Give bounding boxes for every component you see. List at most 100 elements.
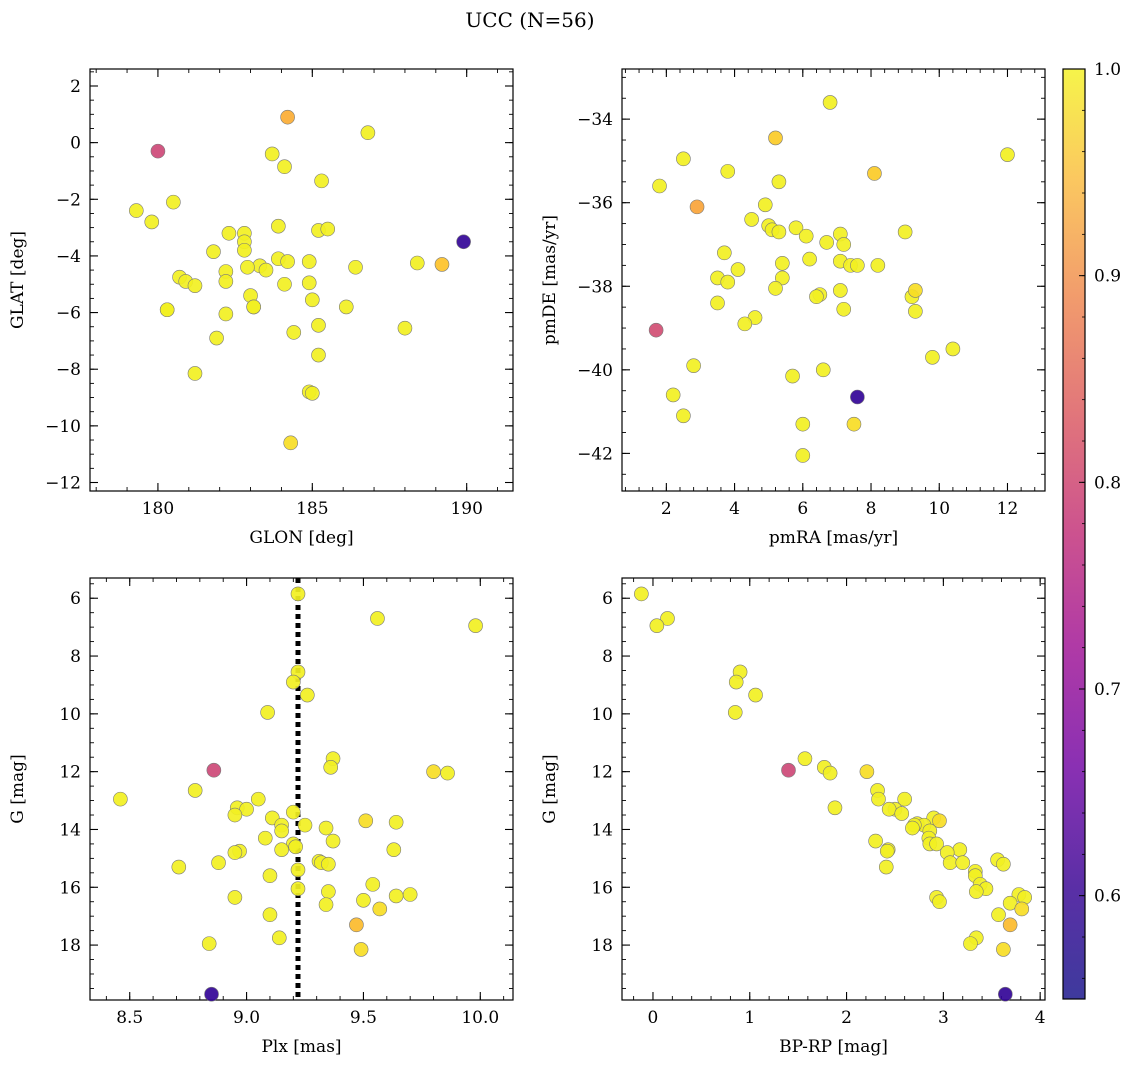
x-tick-label: 4 [729,499,740,519]
scatter-point [286,674,301,690]
x-tick-label: 180 [142,499,174,519]
scatter-point [827,800,843,816]
scatter-point [318,820,334,836]
scatter-point [468,618,483,633]
scatter-point [802,251,817,267]
scatter-point [797,751,813,766]
scatter-point [798,228,814,244]
scatter-point [129,203,144,218]
scatter-point [649,618,665,633]
scatter-point [274,823,289,839]
scatter-point [955,855,971,871]
scatter-point [771,224,787,240]
scatter-point [286,804,301,820]
scatter-point [932,894,947,910]
scatter-point [360,125,376,141]
scatter-point [942,855,958,871]
scatter-point [737,316,753,332]
scatter-point [311,318,326,333]
scatter-point [836,301,852,317]
scatter-point [349,917,364,933]
scatter-point [218,306,234,322]
scatter-point [836,237,852,252]
y-tick-label: −42 [577,444,613,464]
scatter-point [348,259,363,275]
scatter-point [819,235,834,250]
scatter-point [218,274,234,289]
scatter-point [187,278,203,293]
scatter-point [237,242,252,258]
scatter-point [720,274,736,290]
x-axis-label: Plx [mas] [261,1037,341,1057]
scatter-point [301,275,317,291]
scatter-point [144,214,160,230]
scatter-point [221,225,237,241]
y-tick-label: 16 [59,878,81,898]
scatter-point [370,611,385,626]
scatter-point [788,220,804,236]
scatter-point [996,856,1011,872]
y-tick-label: −8 [56,360,81,380]
x-tick-label: 9.0 [233,1008,260,1028]
scatter-point [311,347,326,363]
y-tick-label: −12 [45,474,81,494]
scatter-point [634,586,649,602]
scatter-point [859,764,875,779]
y-tick-label: 6 [70,589,81,609]
y-tick-label: 0 [70,134,81,154]
scatter-point [150,143,166,159]
scatter-point [323,760,339,775]
scatter-point [991,907,1006,923]
scatter-point [665,387,681,403]
scatter-point [305,385,320,401]
x-tick-label: 6 [797,499,808,519]
scatter-point [290,862,306,878]
scatter-point [871,791,886,807]
scatter-point [879,843,895,859]
axes-frame [621,577,1046,1001]
x-axis-label: GLON [deg] [249,528,353,548]
scatter-point [388,888,404,904]
scatter-point [227,890,243,905]
x-tick-label: 10.0 [461,1008,499,1028]
panel-1: 180 185 190 2 0 −2 −4 −6 −8 −10 −12 GLON [deg] GLAT … [8,68,514,548]
scatter-point [397,320,413,336]
scatter-point [246,299,261,315]
scatter-point [867,166,882,181]
scatter-point [686,358,701,373]
scatter-point [744,212,759,227]
scatter-point [925,349,940,365]
scatter-point [775,255,790,271]
y-tick-label: −40 [577,361,613,381]
scatter-point [795,416,811,432]
x-axis-label: pmRA [mas/yr] [769,528,898,548]
colorbar-tick-label: 0.7 [1094,680,1121,700]
scatter-point [187,783,203,798]
scatter-point [314,173,329,189]
panel-2: 2 4 6 8 10 12 −34 −36 −38 −40 −42 pmRA [mas/yr] pmDE… [540,68,1046,548]
scatter-point [728,674,744,690]
scatter-point [171,859,187,875]
y-tick-label: 12 [591,763,613,783]
x-tick-label: 185 [296,499,328,519]
scatter-point [809,289,824,305]
scatter-point [358,813,374,829]
scatter-point [288,839,303,855]
scatter-point [945,341,961,357]
scatter-point [321,856,336,872]
scatter-point [280,109,295,125]
scatter-point [648,322,664,338]
x-tick-label: 9.5 [350,1008,377,1028]
scatter-point [262,907,278,923]
colorbar-tick-label: 0.6 [1094,887,1121,907]
scatter-point [388,814,404,830]
scatter-point [402,887,418,902]
scatter-point [257,830,273,846]
axes-frame [89,577,514,1001]
scatter-point [227,845,243,860]
scatter-point [881,801,897,817]
scatter-point [277,276,292,292]
scatter-point [365,877,381,892]
